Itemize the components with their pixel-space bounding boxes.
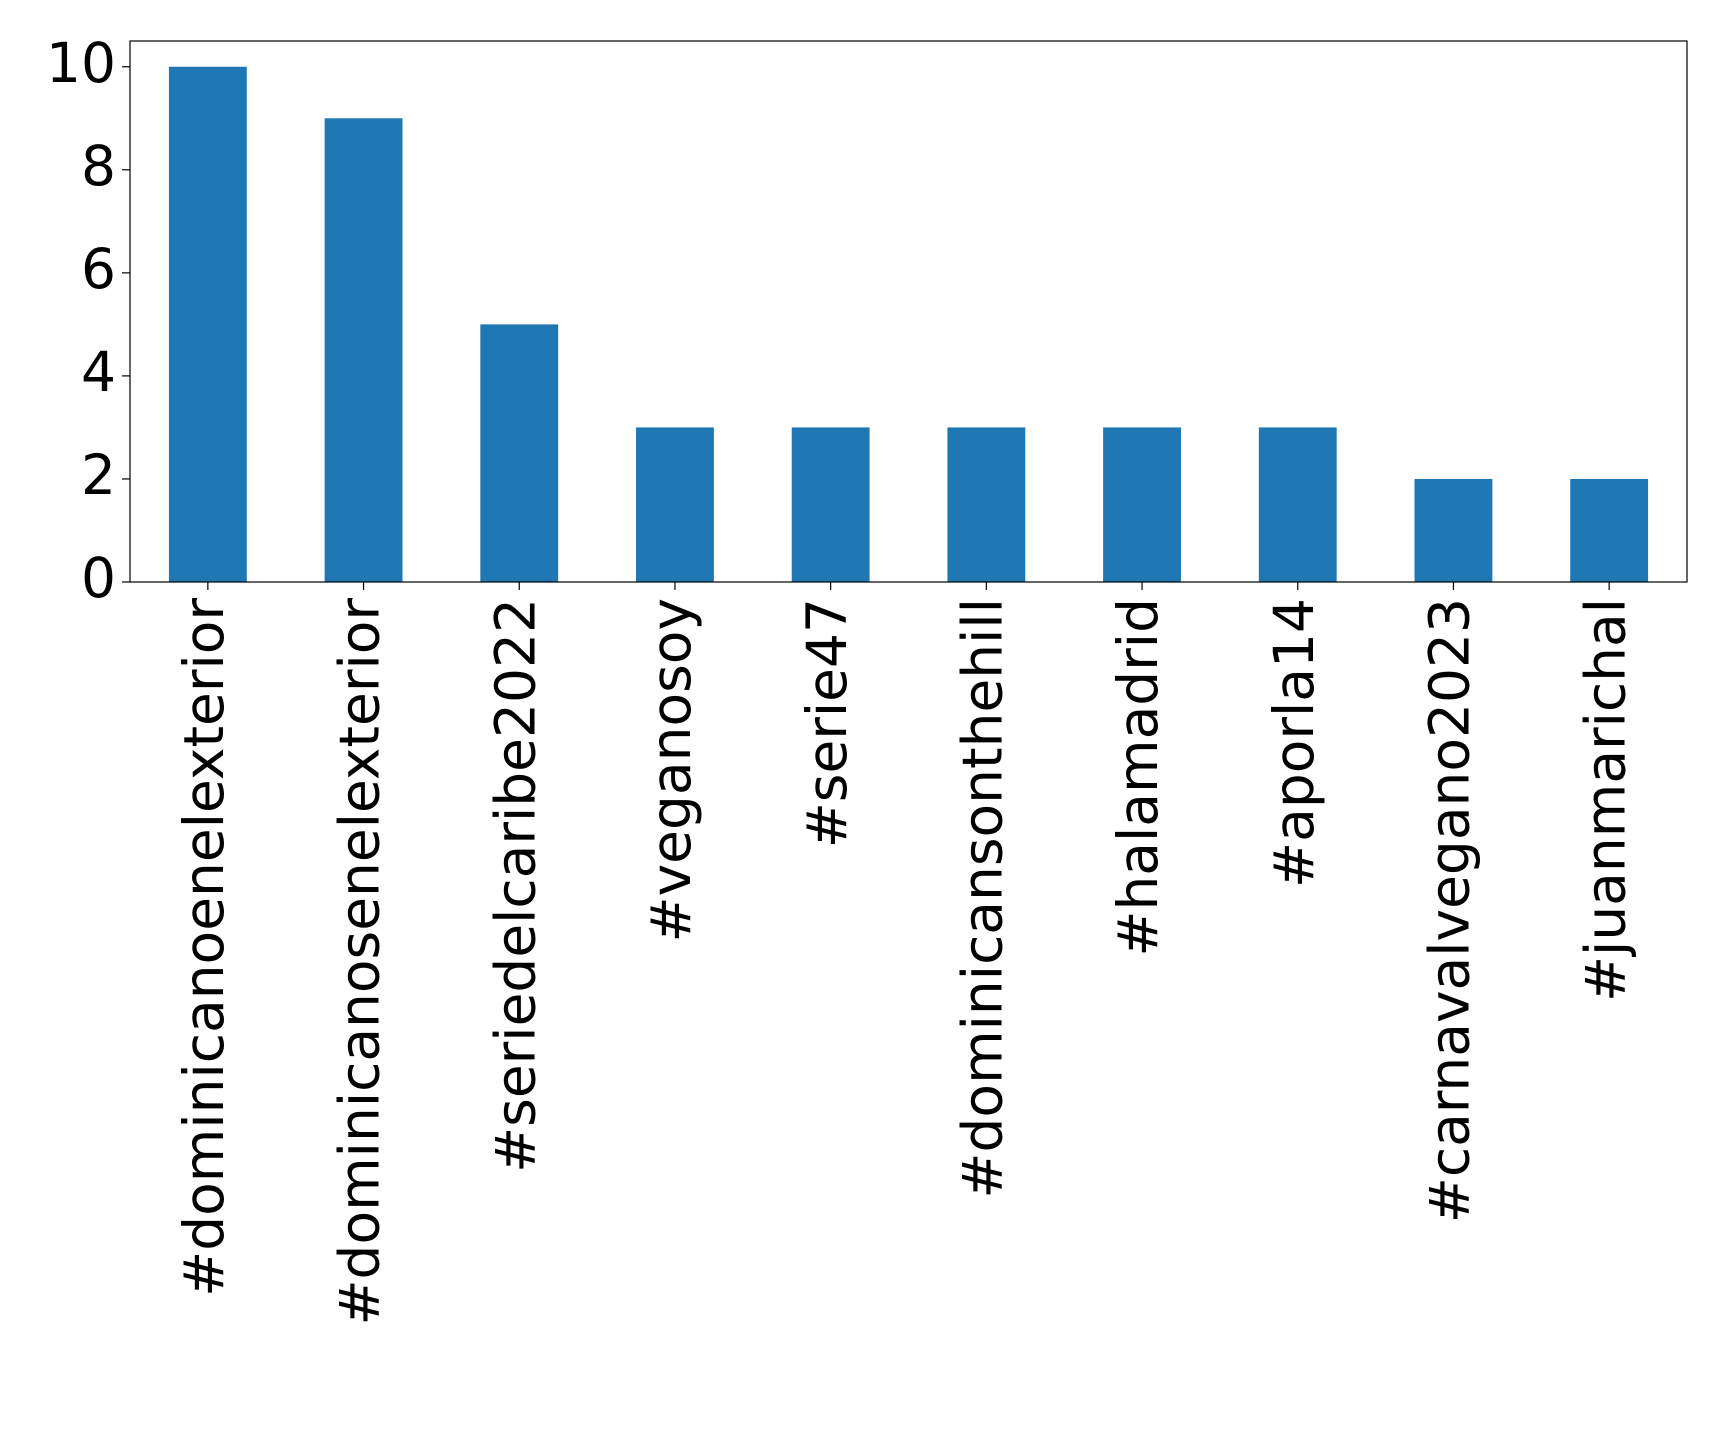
x-tick-label: #aporla14 [1262,598,1326,888]
bar [1570,478,1649,582]
plot-frame [129,40,1688,583]
x-tick-label: #seriedelcaribe2022 [483,598,547,1173]
x-tick-label: #serie47 [795,598,859,848]
bar [791,427,870,582]
x-tick-label: #dominicansonthehill [950,598,1014,1199]
y-tick-label: 10 [46,31,116,95]
x-tick-label: #halamadrid [1106,598,1170,957]
x-tick-label: #dominicanosenelexterior [328,598,392,1326]
bar [480,324,559,582]
bar [1258,427,1337,582]
bar [947,427,1026,582]
bar [1414,478,1493,582]
bar [324,118,403,583]
x-tick-label: #juanmarichal [1573,598,1637,1002]
y-tick-label: 0 [81,546,116,610]
y-tick-label: 6 [81,237,116,301]
x-tick-label: #carnavalvegano2023 [1418,598,1482,1223]
bar [168,66,247,582]
y-tick-label: 8 [81,134,116,198]
bar [636,427,714,582]
bar [1103,427,1181,582]
y-tick-label: 2 [81,443,116,507]
y-tick-label: 4 [81,340,116,404]
x-tick-label: #veganosoy [639,598,703,942]
x-tick-label: #dominicanoenelexterior [172,598,236,1297]
